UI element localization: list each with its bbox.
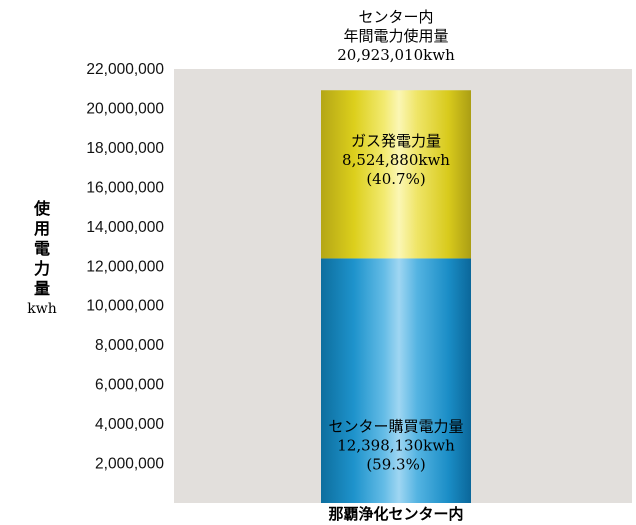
bar-segment-gas — [321, 90, 471, 259]
title-line-2: 年間電力使用量 — [343, 27, 448, 45]
y-axis-label-char: 力 — [34, 259, 50, 278]
segment-label-purchased-value: 12,398,130kwh — [337, 436, 455, 454]
y-axis-ticks: 2,000,000 4,000,000 6,000,000 8,000,000 10,0… — [86, 61, 164, 473]
y-tick-label: 4,000,000 — [95, 416, 164, 433]
title-line-3: 20,923,010kwh — [337, 46, 455, 64]
title-line-1: センター内 — [358, 8, 433, 26]
y-tick-label: 22,000,000 — [86, 61, 164, 78]
y-tick-label: 20,000,000 — [86, 100, 164, 117]
segment-label-gas-name: ガス発電力量 — [351, 132, 441, 150]
y-tick-label: 10,000,000 — [86, 298, 164, 315]
y-tick-label: 2,000,000 — [95, 456, 164, 473]
bar-segment-purchased — [321, 258, 471, 503]
bar-segments — [321, 90, 471, 503]
y-tick-label: 6,000,000 — [95, 377, 164, 394]
segment-label-gas-percent: (40.7%) — [366, 170, 425, 188]
y-axis-label-char: 使 — [33, 199, 51, 218]
chart-title: センター内 年間電力使用量 20,923,010kwh — [337, 8, 455, 64]
y-tick-label: 16,000,000 — [86, 179, 164, 196]
segment-label-purchased-percent: (59.3%) — [366, 455, 425, 473]
y-axis-label-char: 量 — [34, 279, 50, 298]
y-axis-label-char: 用 — [34, 219, 50, 238]
y-axis-label-char: 電 — [34, 239, 50, 258]
segment-label-gas-value: 8,524,880kwh — [342, 151, 450, 169]
y-tick-label: 14,000,000 — [86, 219, 164, 236]
y-tick-label: 18,000,000 — [86, 140, 164, 157]
y-axis-unit: kwh — [27, 301, 56, 317]
y-axis-label: 使 用 電 力 量 kwh — [27, 199, 56, 317]
y-tick-label: 8,000,000 — [95, 337, 164, 354]
segment-label-purchased-name: センター購買電力量 — [328, 417, 463, 435]
x-category-label: 那覇浄化センター内 — [328, 505, 463, 523]
y-tick-label: 12,000,000 — [86, 258, 164, 275]
x-axis-categories: 那覇浄化センター内 — [328, 505, 463, 523]
